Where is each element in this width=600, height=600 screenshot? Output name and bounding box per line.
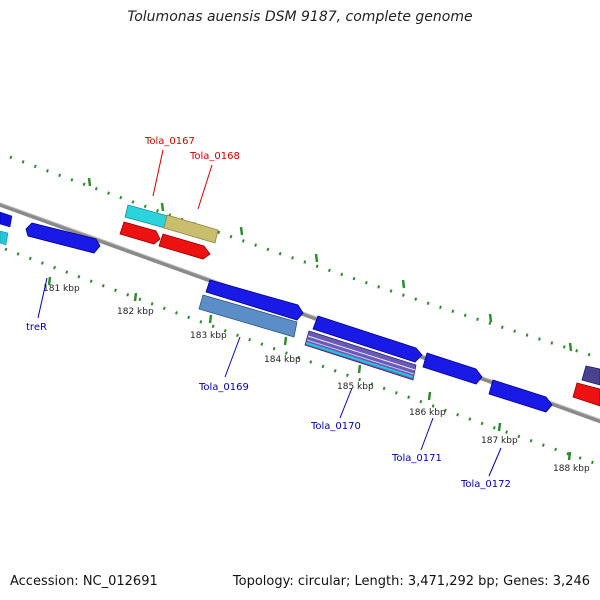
accession-text: Accession: NC_012691: [10, 574, 158, 589]
label-tola-0171[interactable]: Tola_0171: [391, 453, 442, 464]
gene-tola-0172[interactable]: [488, 379, 553, 413]
gene-red-2[interactable]: [158, 233, 211, 260]
outer-major-ticks: [87, 177, 573, 352]
inner-tick-row: [4, 247, 600, 467]
gene-right-edge-purple[interactable]: [581, 365, 600, 386]
gene-blue-185[interactable]: [312, 315, 423, 363]
label-tola-0167[interactable]: Tola_0167: [144, 136, 195, 147]
outer-tick-row: [9, 155, 600, 360]
label-trer[interactable]: treR: [26, 322, 47, 333]
label-tola-0170[interactable]: Tola_0170: [310, 421, 361, 432]
gene-red-1[interactable]: [119, 221, 161, 245]
gene-tola-0169[interactable]: [198, 294, 298, 338]
gene-right-edge-red[interactable]: [572, 382, 600, 407]
connector-tola-0169: [224, 336, 241, 378]
kbp-label-185: 185 kbp: [337, 382, 374, 392]
connector-tola-0170: [339, 387, 353, 419]
kbp-label-181: 181 kbp: [43, 284, 80, 294]
kbp-label-182: 182 kbp: [117, 307, 154, 317]
kbp-label-183: 183 kbp: [190, 331, 227, 341]
gene-tola-0171[interactable]: [422, 352, 483, 385]
gene-left-edge-cyan[interactable]: [0, 230, 9, 246]
gene-tola-0170[interactable]: [304, 330, 417, 381]
gene-left-edge-blue[interactable]: [0, 211, 13, 228]
label-tola-0169[interactable]: Tola_0169: [198, 382, 249, 393]
connector-tola-0171: [420, 417, 434, 451]
map-title: Tolumonas auensis DSM 9187, complete gen…: [127, 9, 473, 25]
kbp-label-186: 186 kbp: [409, 408, 446, 418]
gene-blue-183[interactable]: [205, 279, 304, 321]
kbp-label-188: 188 kbp: [553, 464, 590, 474]
kbp-label-184: 184 kbp: [264, 355, 301, 365]
inner-major-ticks: [47, 276, 572, 461]
connector-trer: [37, 277, 48, 319]
label-tola-0172[interactable]: Tola_0172: [460, 479, 511, 490]
gene-tola-0168[interactable]: [163, 214, 219, 244]
connector-tola-0167: [152, 149, 164, 197]
genome-summary-text: Topology: circular; Length: 3,471,292 bp…: [232, 574, 590, 589]
kbp-label-187: 187 kbp: [481, 436, 518, 446]
gene-trer[interactable]: [25, 222, 101, 254]
label-tola-0168[interactable]: Tola_0168: [189, 151, 240, 162]
connector-tola-0172: [488, 447, 502, 477]
connector-tola-0168: [197, 164, 213, 210]
